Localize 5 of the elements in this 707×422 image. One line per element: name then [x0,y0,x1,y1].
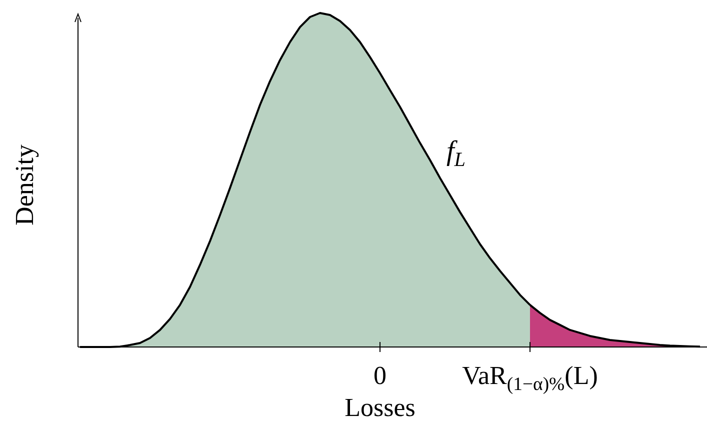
x-axis-title: Losses [344,393,416,422]
y-axis-title: Density [10,144,39,226]
x-tick-label: 0 [374,361,386,390]
annotation: f$_{L}$ [446,136,466,171]
x-tick-label: VaR$_{(1−α)%}$(L) [462,361,598,395]
